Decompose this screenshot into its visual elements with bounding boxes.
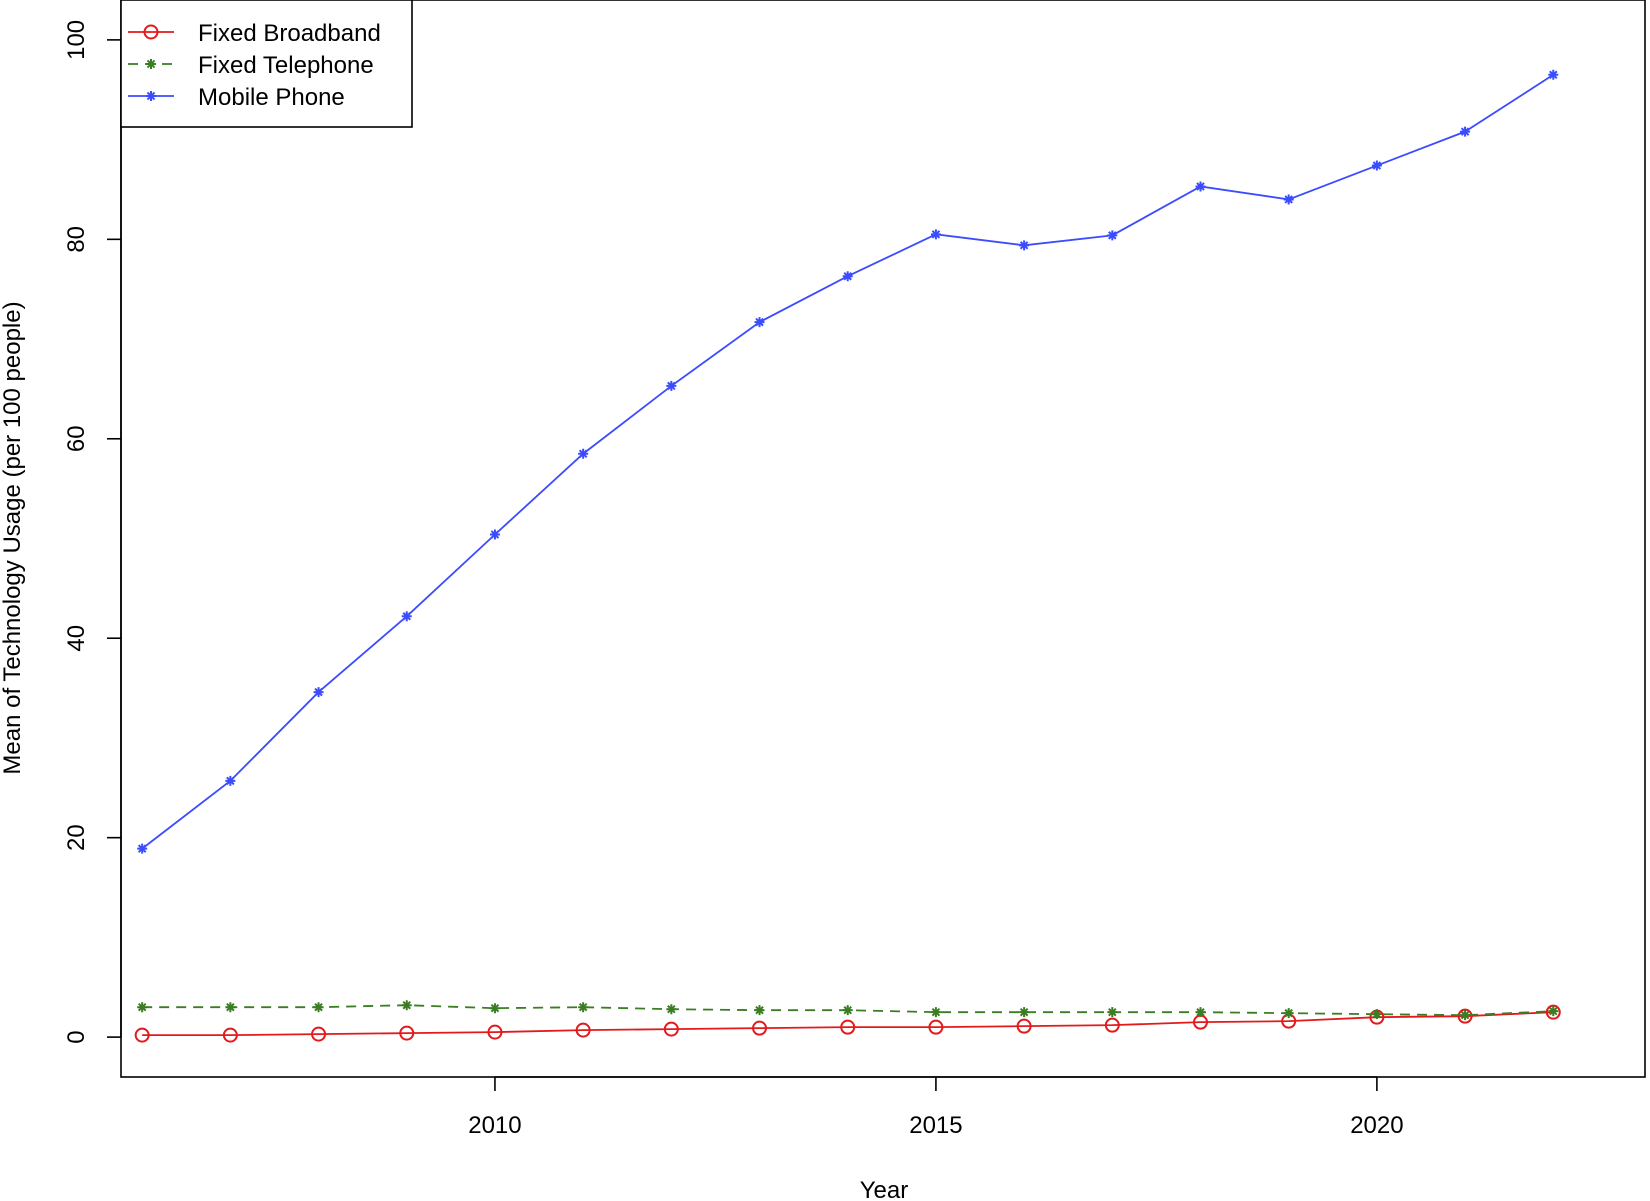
legend-label: Fixed Telephone <box>198 52 374 79</box>
data-point-fixed-broadband <box>1104 1017 1120 1033</box>
series-line-mobile-phone <box>141 74 1554 850</box>
data-point-mobile-phone <box>1371 160 1382 171</box>
data-point-mobile-phone <box>1283 194 1294 205</box>
data-point-mobile-phone <box>842 271 853 282</box>
data-point-mobile-phone <box>225 775 236 786</box>
data-point-mobile-phone <box>489 529 500 540</box>
y-tick-label: 60 <box>63 425 90 452</box>
data-point-fixed-telephone <box>1548 1006 1559 1017</box>
data-point-fixed-broadband <box>222 1027 238 1043</box>
data-point-fixed-telephone <box>225 1002 236 1013</box>
data-point-fixed-broadband <box>134 1027 150 1043</box>
data-point-fixed-telephone <box>1371 1009 1382 1020</box>
data-point-fixed-telephone <box>137 1002 148 1013</box>
legend-marker <box>146 91 156 101</box>
data-point-mobile-phone <box>401 611 412 622</box>
data-point-fixed-broadband <box>663 1021 679 1037</box>
legend-item-fixed-broadband: Fixed Broadband <box>128 20 381 47</box>
data-point-mobile-phone <box>578 448 589 459</box>
data-point-fixed-telephone <box>1283 1008 1294 1019</box>
y-tick-label: 100 <box>63 20 90 60</box>
data-point-mobile-phone <box>1548 69 1559 80</box>
data-point-fixed-telephone <box>930 1007 941 1018</box>
data-point-fixed-broadband <box>487 1024 503 1040</box>
legend-label: Fixed Broadband <box>198 20 381 47</box>
legend-label: Mobile Phone <box>198 84 345 111</box>
data-point-mobile-phone <box>754 317 765 328</box>
data-point-fixed-broadband <box>1457 1008 1473 1024</box>
data-point-fixed-telephone <box>754 1005 765 1016</box>
series-fixed-broadband <box>134 1004 1561 1043</box>
x-axis-title: Year <box>860 1177 909 1201</box>
series-layer <box>134 69 1561 1043</box>
data-point-fixed-telephone <box>489 1003 500 1014</box>
series-line-fixed-broadband <box>142 1011 1554 1037</box>
data-point-fixed-broadband <box>928 1019 944 1035</box>
data-point-fixed-telephone <box>666 1004 677 1015</box>
data-point-fixed-broadband <box>752 1020 768 1036</box>
y-tick-label: 40 <box>63 625 90 652</box>
data-point-fixed-telephone <box>313 1002 324 1013</box>
data-point-mobile-phone <box>313 687 324 698</box>
series-fixed-telephone <box>137 1000 1559 1021</box>
data-point-mobile-phone <box>666 380 677 391</box>
data-point-mobile-phone <box>1460 126 1471 137</box>
data-point-mobile-phone <box>137 843 148 854</box>
x-tick-label: 2015 <box>909 1112 962 1139</box>
y-tick-label: 0 <box>63 1030 90 1043</box>
x-tick-label: 2020 <box>1350 1112 1403 1139</box>
y-tick-label: 20 <box>63 824 90 851</box>
data-point-fixed-telephone <box>1460 1010 1471 1021</box>
data-point-fixed-telephone <box>1107 1007 1118 1018</box>
x-tick-label: 2010 <box>468 1112 521 1139</box>
data-point-fixed-telephone <box>1019 1007 1030 1018</box>
data-point-fixed-broadband <box>399 1025 415 1041</box>
legend-box <box>120 0 413 128</box>
data-point-fixed-broadband <box>1016 1018 1032 1034</box>
legend-marker <box>146 59 156 69</box>
series-mobile-phone <box>137 69 1559 854</box>
data-point-mobile-phone <box>1195 181 1206 192</box>
data-point-fixed-broadband <box>575 1022 591 1038</box>
y-axis-title: Mean of Technology Usage (per 100 people… <box>0 301 26 774</box>
plot-box <box>120 0 1646 1078</box>
legend-item-fixed-telephone: Fixed Telephone <box>128 52 374 79</box>
data-point-mobile-phone <box>930 229 941 240</box>
data-point-fixed-telephone <box>1195 1007 1206 1018</box>
data-point-mobile-phone <box>1107 230 1118 241</box>
data-point-mobile-phone <box>1019 240 1030 251</box>
data-point-fixed-telephone <box>401 1000 412 1011</box>
legend: Fixed Broadband Fixed Telephone Mobile Pho… <box>120 0 413 128</box>
data-point-fixed-telephone <box>578 1002 589 1013</box>
legend-marker <box>143 24 159 40</box>
data-point-fixed-broadband <box>1545 1004 1561 1020</box>
legend-item-mobile-phone: Mobile Phone <box>128 84 345 111</box>
x-axis: 2010 2015 2020 <box>468 1076 1404 1139</box>
y-axis: 0 20 40 60 80 100 <box>63 20 122 1044</box>
data-point-fixed-broadband <box>311 1026 327 1042</box>
y-tick-label: 80 <box>63 226 90 253</box>
data-point-fixed-broadband <box>840 1019 856 1035</box>
data-point-fixed-telephone <box>842 1005 853 1016</box>
